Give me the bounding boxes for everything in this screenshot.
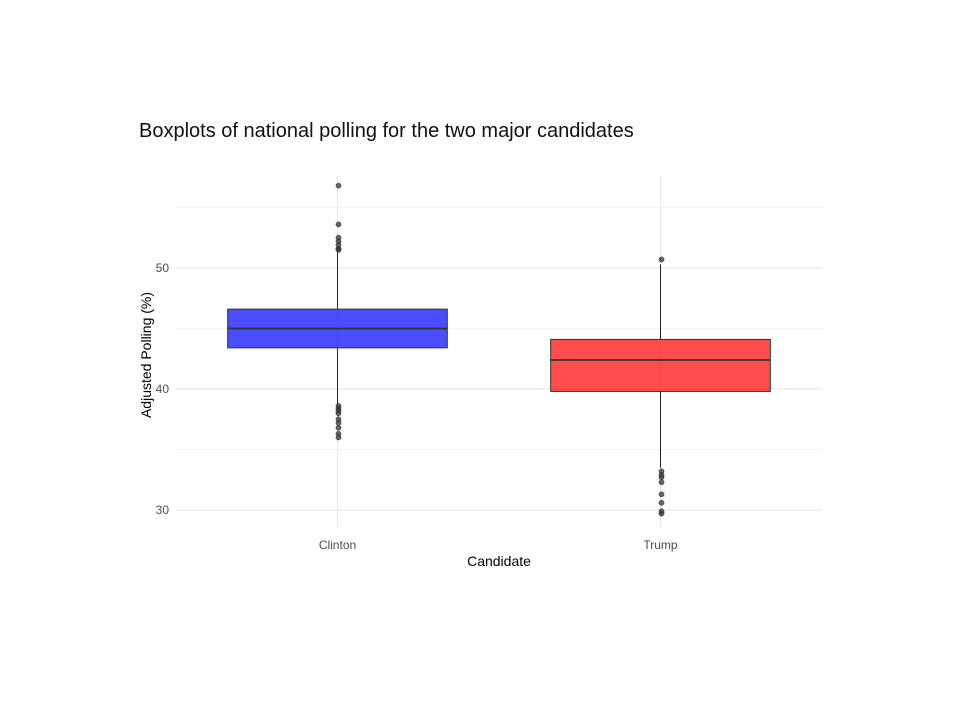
outlier-point <box>658 499 665 506</box>
x-tick-label: Clinton <box>319 538 356 552</box>
outlier-point <box>335 434 342 441</box>
outlier-point <box>335 420 342 426</box>
outlier-point <box>658 256 665 263</box>
y-tick-label: 40 <box>156 382 170 396</box>
outlier-point <box>658 474 665 481</box>
outlier-point <box>335 221 342 228</box>
tick-labels: 30 40 50 Clinton Trump <box>156 261 678 552</box>
outlier-point <box>658 510 665 517</box>
x-axis-title: Candidate <box>467 553 531 569</box>
box-iqr <box>550 338 771 392</box>
box-clinton <box>227 182 448 441</box>
box-trump <box>550 256 771 517</box>
outlier-point <box>335 424 342 431</box>
outlier-point <box>658 491 665 498</box>
y-tick-label: 50 <box>156 261 170 275</box>
outlier-point <box>658 479 665 486</box>
x-tick-label: Trump <box>643 538 678 552</box>
outlier-point <box>335 410 342 417</box>
y-axis-title: Adjusted Polling (%) <box>138 292 154 418</box>
outlier-point <box>335 246 342 253</box>
chart-title: Boxplots of national polling for the two… <box>139 120 634 142</box>
y-tick-label: 30 <box>156 503 170 517</box>
outlier-point <box>335 182 342 189</box>
box-layer <box>227 182 771 517</box>
